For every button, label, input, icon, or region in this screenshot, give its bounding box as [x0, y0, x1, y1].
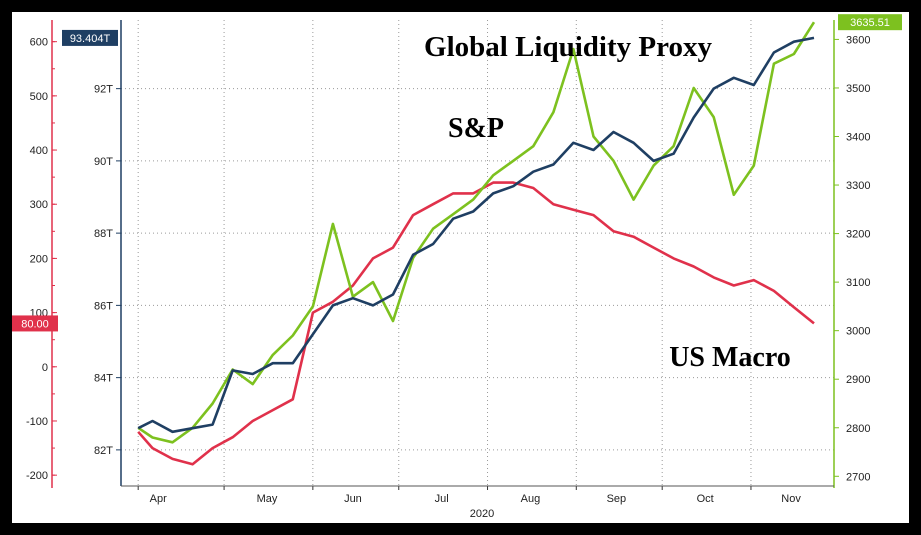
macro-tick-label: 300: [30, 199, 48, 211]
sp-last-value-tag-text: 3635.51: [850, 17, 890, 29]
macro-last-value-tag: 80.00: [12, 315, 58, 332]
x-tick-label: Jul: [435, 493, 449, 505]
sp-tick-label: 3000: [846, 326, 870, 338]
sp-tick-label: 3400: [846, 132, 870, 144]
x-tick-label: Apr: [150, 493, 167, 505]
liquidity-tick-label: 88T: [94, 228, 113, 240]
chart-title: Global Liquidity Proxy: [424, 31, 712, 63]
liquidity-tick-label: 82T: [94, 445, 113, 457]
chart-svg: Apr May Jun Jul Aug Sep Oct Nov-200-10001002003…: [12, 14, 902, 520]
macro-tick-label: 600: [30, 37, 48, 49]
liquidity-last-value-tag-box: [62, 29, 118, 46]
chart-frame: Apr May Jun Jul Aug Sep Oct Nov -200 -100 0 100 200 3…: [12, 12, 909, 523]
x-tick-label: Sep: [607, 493, 627, 505]
chart-labels: Apr May Jun Jul Aug Sep Oct Nov-200-10001002003…: [12, 14, 902, 505]
macro-tick-label: -100: [26, 416, 48, 428]
liquidity-tick-label: 84T: [94, 373, 113, 385]
sp-last-value-tag: 3635.51: [838, 14, 902, 31]
x-tick-label: Jun: [344, 493, 362, 505]
liquidity-last-value-tag-text: 93.404T: [70, 33, 111, 45]
macro-tick-label: 0: [42, 362, 48, 374]
sp-tick-label: 2700: [846, 471, 870, 483]
chart-axes: [51, 20, 839, 490]
macro-tick-label: 200: [30, 253, 48, 265]
macro-last-value-tag-text: 80.00: [21, 318, 49, 330]
chart-grid: [121, 20, 834, 486]
sp-tick-label: 3200: [846, 229, 870, 241]
x-tick-label: Aug: [521, 493, 541, 505]
x-tick-label: Nov: [781, 493, 801, 505]
sp-tick-label: 2900: [846, 374, 870, 386]
sp-tick-label: 3100: [846, 277, 870, 289]
liquidity-last-value-tag: 93.404T: [62, 29, 118, 46]
sp-tick-label: 2800: [846, 423, 870, 435]
liquidity-tick-label: 86T: [94, 300, 113, 312]
liquidity-tick-label: 90T: [94, 156, 113, 168]
series-line-macro: [137, 181, 815, 466]
x-tick-label: May: [257, 493, 278, 505]
chart-series-lines: [137, 21, 816, 466]
sp-tick-label: 3500: [846, 83, 870, 95]
us-macro-annotation: US Macro: [669, 342, 791, 373]
macro-last-value-tag-box: [12, 315, 58, 332]
macro-tick-label: 400: [30, 145, 48, 157]
macro-tick-label: -200: [26, 470, 48, 482]
sp-tick-label: 3600: [846, 34, 870, 46]
x-axis-label: 2020: [470, 508, 494, 520]
x-tick-label: Oct: [697, 493, 714, 505]
liquidity-tick-label: 92T: [94, 84, 113, 96]
series-line-sp: [137, 21, 816, 444]
sp-last-value-tag-box: [838, 14, 902, 31]
sp-tick-label: 3300: [846, 180, 870, 192]
macro-tick-label: 500: [30, 91, 48, 103]
sp-annotation: S&P: [448, 113, 504, 144]
series-line-liquidity: [137, 36, 815, 434]
